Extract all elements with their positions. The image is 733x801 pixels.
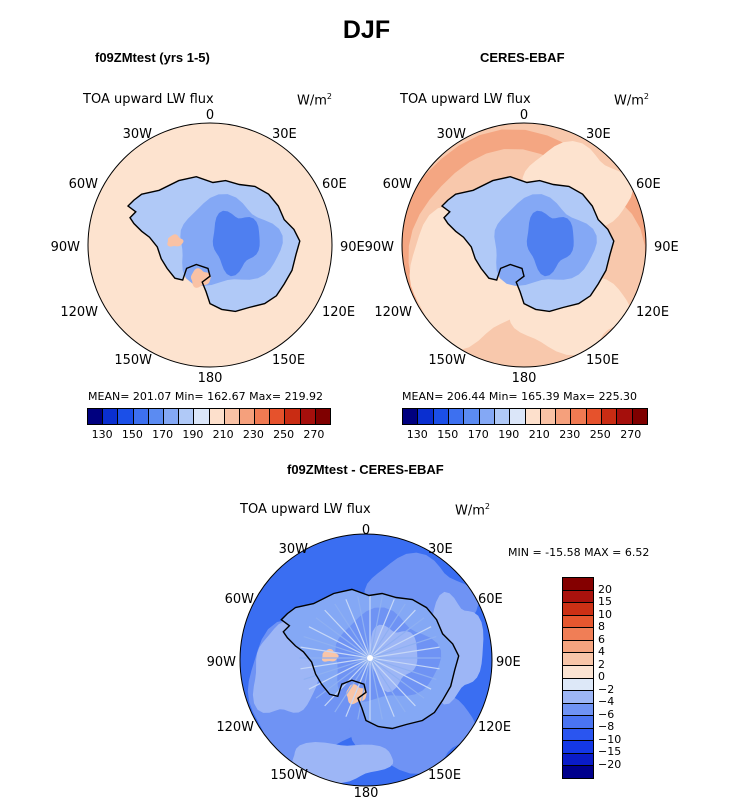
colorbar-tick-label: −10 [598, 733, 621, 746]
colorbar-tick-label: 2 [598, 658, 605, 671]
colorbar-tick-label: −8 [598, 720, 614, 733]
colorbar-swatch [563, 628, 593, 641]
longitude-label: 120W [216, 720, 254, 735]
longitude-label: 30E [586, 127, 611, 142]
longitude-label: 120W [374, 305, 412, 320]
longitude-label: 60W [225, 592, 254, 607]
longitude-label: 150W [270, 768, 308, 783]
colorbar-tick-label: −15 [598, 745, 621, 758]
panel-3-stats: MIN = -15.58 MAX = 6.52 [508, 546, 649, 559]
longitude-label: 90E [496, 655, 521, 670]
colorbar-tick-label: 8 [598, 620, 605, 633]
colorbar-swatch [563, 653, 593, 666]
colorbar-swatch [563, 616, 593, 629]
longitude-label: 30E [272, 127, 297, 142]
colorbar-tick-label: 15 [598, 595, 612, 608]
colorbar-tick-label: 20 [598, 583, 612, 596]
longitude-label: 0 [362, 523, 370, 538]
longitude-label: 90W [207, 655, 236, 670]
longitude-label: 30W [279, 542, 308, 557]
longitude-label: 180 [198, 371, 223, 386]
colorbar-swatch [563, 704, 593, 717]
panel-3-colorbar [562, 577, 594, 779]
longitude-label: 120E [322, 305, 355, 320]
longitude-label: 60E [478, 592, 503, 607]
colorbar-swatch [563, 679, 593, 692]
longitude-label: 150E [428, 768, 461, 783]
longitude-label: 30W [437, 127, 466, 142]
longitude-label: 90E [654, 240, 679, 255]
colorbar-swatch [563, 591, 593, 604]
colorbar-swatch [563, 603, 593, 616]
longitude-label: 180 [512, 371, 537, 386]
longitude-label: 0 [206, 108, 214, 123]
colorbar-swatch [563, 741, 593, 754]
colorbar-tick-label: 6 [598, 633, 605, 646]
colorbar-tick-label: −6 [598, 708, 614, 721]
longitude-label: 150W [114, 353, 152, 368]
colorbar-tick-label: 10 [598, 608, 612, 621]
colorbar-swatch [563, 729, 593, 742]
colorbar-tick-label: −4 [598, 695, 614, 708]
longitude-label: 180 [354, 786, 379, 801]
longitude-label: 90W [51, 240, 80, 255]
longitude-label: 90E [340, 240, 365, 255]
colorbar-swatch [563, 766, 593, 778]
colorbar-tick-label: −2 [598, 683, 614, 696]
longitude-label: 150W [428, 353, 466, 368]
colorbar-tick-label: −20 [598, 758, 621, 771]
longitude-label: 120E [636, 305, 669, 320]
longitude-label: 60W [69, 177, 98, 192]
longitude-label: 30W [123, 127, 152, 142]
colorbar-tick-label: 0 [598, 670, 605, 683]
pole-point [367, 655, 373, 661]
longitude-label: 30E [428, 542, 453, 557]
colorbar-swatch [563, 578, 593, 591]
longitude-label: 60E [636, 177, 661, 192]
colorbar-swatch [563, 666, 593, 679]
longitude-label: 150E [272, 353, 305, 368]
colorbar-tick-label: 4 [598, 645, 605, 658]
longitude-label: 0 [520, 108, 528, 123]
longitude-label: 120E [478, 720, 511, 735]
longitude-label: 60W [383, 177, 412, 192]
colorbar-swatch [563, 691, 593, 704]
longitude-label: 150E [586, 353, 619, 368]
longitude-label: 120W [60, 305, 98, 320]
longitude-label: 60E [322, 177, 347, 192]
colorbar-swatch [563, 641, 593, 654]
colorbar-swatch [563, 716, 593, 729]
longitude-label: 90W [365, 240, 394, 255]
colorbar-swatch [563, 754, 593, 767]
map-field [240, 534, 492, 786]
